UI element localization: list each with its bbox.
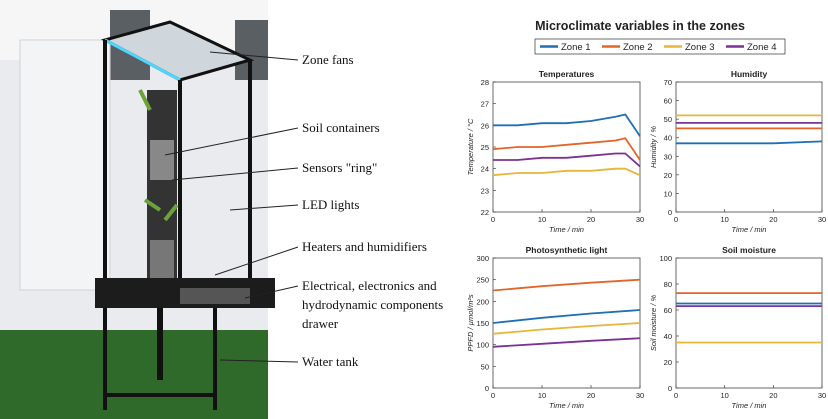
x-tick-label: 10	[720, 391, 728, 400]
y-tick-label: 100	[476, 341, 489, 350]
y-axis-label: Humidity / %	[649, 126, 658, 168]
page: Microclimate variables in the zones Zone…	[0, 0, 828, 419]
y-tick-label: 50	[664, 115, 672, 124]
x-tick-label: 0	[674, 215, 678, 224]
y-tick-label: 0	[668, 208, 672, 217]
y-axis-label: Temperature / °C	[466, 118, 475, 175]
y-tick-label: 40	[664, 332, 672, 341]
y-tick-label: 22	[481, 208, 489, 217]
photo-label: Electrical, electronics and	[302, 278, 437, 293]
x-tick-label: 0	[674, 391, 678, 400]
x-tick-label: 10	[538, 215, 546, 224]
y-tick-label: 23	[481, 186, 489, 195]
y-tick-label: 100	[659, 254, 672, 263]
y-tick-label: 40	[664, 134, 672, 143]
x-tick-label: 0	[491, 391, 495, 400]
chart-title: Humidity	[731, 69, 768, 79]
chart-title: Photosynthetic light	[526, 245, 608, 255]
photo-label: Soil containers	[302, 120, 380, 135]
y-tick-label: 25	[481, 143, 489, 152]
x-tick-label: 20	[587, 215, 595, 224]
y-tick-label: 28	[481, 78, 489, 87]
legend-label: Zone 2	[623, 42, 653, 53]
photo-label: Sensors "ring"	[302, 160, 377, 175]
plot-area	[676, 82, 822, 212]
x-tick-label: 30	[636, 391, 644, 400]
y-tick-label: 60	[664, 306, 672, 315]
figure-title: Microclimate variables in the zones	[535, 19, 745, 33]
legend-label: Zone 1	[561, 42, 591, 53]
x-axis-label: Time / min	[732, 401, 767, 410]
x-tick-label: 30	[818, 215, 826, 224]
y-tick-label: 26	[481, 121, 489, 130]
plot-area	[676, 258, 822, 388]
y-tick-label: 20	[664, 171, 672, 180]
photo-label: drawer	[302, 316, 339, 331]
x-tick-label: 10	[720, 215, 728, 224]
y-tick-label: 20	[664, 358, 672, 367]
chart-title: Soil moisture	[722, 245, 776, 255]
legend-label: Zone 4	[747, 42, 777, 53]
x-tick-label: 30	[636, 215, 644, 224]
y-tick-label: 70	[664, 78, 672, 87]
x-tick-label: 10	[538, 391, 546, 400]
photo-label: hydrodynamic components	[302, 297, 443, 312]
y-tick-label: 150	[476, 319, 489, 328]
legend-label: Zone 3	[685, 42, 715, 53]
chart-title: Temperatures	[539, 69, 595, 79]
y-tick-label: 0	[485, 384, 489, 393]
figure: Microclimate variables in the zones Zone…	[0, 0, 828, 419]
photo-label: Water tank	[302, 354, 359, 369]
y-tick-label: 300	[476, 254, 489, 263]
y-tick-label: 60	[664, 97, 672, 106]
x-tick-label: 30	[818, 391, 826, 400]
photo-label: Zone fans	[302, 52, 354, 67]
x-tick-label: 20	[769, 215, 777, 224]
y-tick-label: 80	[664, 280, 672, 289]
x-axis-label: Time / min	[549, 225, 584, 234]
y-tick-label: 27	[481, 100, 489, 109]
y-tick-label: 50	[481, 362, 489, 371]
photo-label: LED lights	[302, 197, 359, 212]
y-axis-label: PPFD / µmol/m²s	[466, 294, 475, 351]
x-axis-label: Time / min	[732, 225, 767, 234]
photo-label: Heaters and humidifiers	[302, 239, 427, 254]
x-tick-label: 0	[491, 215, 495, 224]
y-tick-label: 24	[481, 165, 489, 174]
x-tick-label: 20	[587, 391, 595, 400]
plot-area	[493, 258, 640, 388]
y-axis-label: Soil moisture / %	[649, 295, 658, 352]
y-tick-label: 200	[476, 297, 489, 306]
y-tick-label: 0	[668, 384, 672, 393]
x-axis-label: Time / min	[549, 401, 584, 410]
y-tick-label: 250	[476, 276, 489, 285]
y-tick-label: 30	[664, 152, 672, 161]
y-tick-label: 10	[664, 189, 672, 198]
x-tick-label: 20	[769, 391, 777, 400]
